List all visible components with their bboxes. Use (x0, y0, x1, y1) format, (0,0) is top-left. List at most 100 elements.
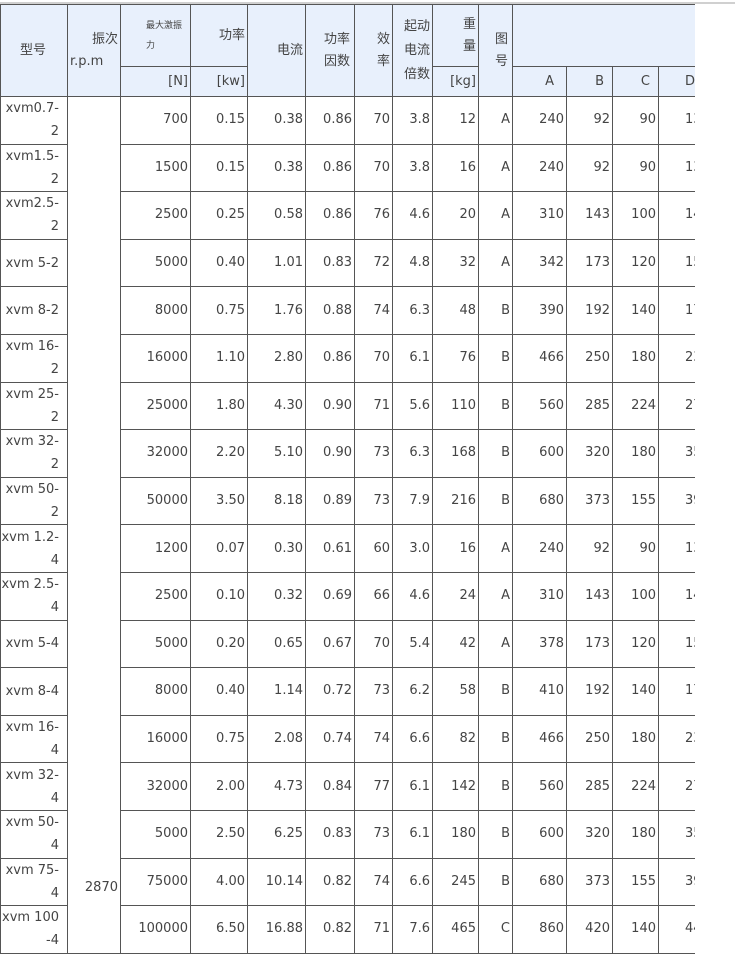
cell-weight: 168 (432, 429, 479, 478)
cell-force: 16000 (120, 333, 191, 383)
header-dim-b: B (566, 66, 613, 97)
header-start-current-ratio: 起动电流倍数 (392, 4, 433, 97)
cell-dim-a: 410 (512, 667, 567, 716)
cell-dim-b: 250 (566, 714, 613, 764)
cell-dim-a: 680 (512, 476, 567, 526)
header-model: 型号 (0, 4, 68, 97)
header-power-unit: [kw] (190, 66, 248, 97)
cell-dim-d: 130 (658, 524, 695, 573)
cell-figure: C (478, 905, 513, 954)
cell-efficiency: 76 (354, 191, 393, 240)
cell-start-ratio: 4.8 (392, 238, 433, 288)
cell-dim-b: 373 (566, 857, 613, 907)
cell-current: 8.18 (247, 476, 306, 526)
cell-efficiency: 70 (354, 619, 393, 669)
cell-efficiency: 72 (354, 238, 393, 288)
cell-efficiency: 71 (354, 381, 393, 431)
cell-figure: A (478, 619, 513, 669)
cell-power-factor: 0.90 (305, 381, 355, 431)
cell-dim-c: 90 (612, 143, 659, 193)
cell-dim-b: 92 (566, 96, 613, 145)
cell-current: 2.08 (247, 714, 306, 764)
cell-weight: 245 (432, 857, 479, 907)
cell-figure: A (478, 143, 513, 193)
cell-model: xvm 32-4 (0, 762, 68, 811)
cell-model: xvm 50-4 (0, 809, 68, 859)
table-row: xvm 32-4 32000 2.00 4.73 0.84 77 6.1 142 B 560 285… (0, 762, 695, 811)
cell-model: xvm 32-2 (0, 429, 68, 478)
cell-force: 100000 (120, 905, 191, 954)
cell-efficiency: 74 (354, 714, 393, 764)
cell-dim-c: 180 (612, 714, 659, 764)
cell-efficiency: 66 (354, 571, 393, 621)
cell-rpm: 2870 (67, 96, 121, 954)
cell-dim-c: 155 (612, 476, 659, 526)
cell-dim-b: 173 (566, 238, 613, 288)
cell-force: 5000 (120, 809, 191, 859)
cell-figure: B (478, 762, 513, 811)
cell-power-factor: 0.90 (305, 429, 355, 478)
cell-figure: B (478, 286, 513, 335)
cell-weight: 32 (432, 238, 479, 288)
cell-figure: B (478, 333, 513, 383)
cell-efficiency: 73 (354, 476, 393, 526)
header-dimensions-group (512, 4, 695, 67)
cell-current: 0.38 (247, 96, 306, 145)
cell-power: 0.15 (190, 143, 248, 193)
cell-dim-d: 270 (658, 762, 695, 811)
cell-current: 0.32 (247, 571, 306, 621)
vibration-motor-spec-table: 型号 振次 r.p.m 最大激振力 功率 电流 功率因数 效率 起动电流倍数 重… (0, 4, 695, 954)
cell-weight: 82 (432, 714, 479, 764)
cell-current: 0.65 (247, 619, 306, 669)
cell-power: 0.40 (190, 238, 248, 288)
cell-efficiency: 77 (354, 762, 393, 811)
cell-dim-c: 180 (612, 333, 659, 383)
cell-current: 1.76 (247, 286, 306, 335)
cell-force: 2500 (120, 191, 191, 240)
cell-power: 1.80 (190, 381, 248, 431)
cell-model: xvm 25-2 (0, 381, 68, 431)
cell-force: 8000 (120, 667, 191, 716)
cell-figure: A (478, 238, 513, 288)
cell-model: xvm 8-2 (0, 286, 68, 335)
cell-dim-a: 560 (512, 381, 567, 431)
cell-power-factor: 0.82 (305, 857, 355, 907)
cell-weight: 216 (432, 476, 479, 526)
cell-start-ratio: 6.6 (392, 714, 433, 764)
cell-model: xvm 5-4 (0, 619, 68, 669)
cell-efficiency: 73 (354, 809, 393, 859)
cell-power: 0.10 (190, 571, 248, 621)
cell-power: 3.50 (190, 476, 248, 526)
header-dim-c: C (612, 66, 659, 97)
cell-dim-a: 600 (512, 429, 567, 478)
cell-force: 700 (120, 96, 191, 145)
cell-force: 32000 (120, 429, 191, 478)
cell-start-ratio: 7.9 (392, 476, 433, 526)
header-weight: 重量 (432, 4, 479, 67)
cell-power-factor: 0.86 (305, 333, 355, 383)
table-row: xvm 16-2 16000 1.10 2.80 0.86 70 6.1 76 B 466 250 1… (0, 333, 695, 383)
cell-dim-b: 173 (566, 619, 613, 669)
cell-efficiency: 60 (354, 524, 393, 573)
header-power: 功率 (190, 4, 248, 67)
cell-current: 4.30 (247, 381, 306, 431)
cell-power: 2.00 (190, 762, 248, 811)
cell-force: 1500 (120, 143, 191, 193)
cell-start-ratio: 6.6 (392, 857, 433, 907)
cell-dim-a: 680 (512, 857, 567, 907)
cell-force: 5000 (120, 619, 191, 669)
cell-power-factor: 0.74 (305, 714, 355, 764)
cell-power-factor: 0.69 (305, 571, 355, 621)
cell-model: xvm 1.2-4 (0, 524, 68, 573)
cell-start-ratio: 6.1 (392, 809, 433, 859)
cell-start-ratio: 4.6 (392, 191, 433, 240)
table-viewport: 型号 振次 r.p.m 最大激振力 功率 电流 功率因数 效率 起动电流倍数 重… (0, 4, 695, 954)
cell-dim-a: 390 (512, 286, 567, 335)
cell-figure: A (478, 524, 513, 573)
cell-power-factor: 0.86 (305, 143, 355, 193)
cell-force: 75000 (120, 857, 191, 907)
cell-dim-b: 320 (566, 429, 613, 478)
cell-start-ratio: 6.2 (392, 667, 433, 716)
header-force: 最大激振力 (120, 4, 191, 67)
cell-dim-d: 150 (658, 238, 695, 288)
